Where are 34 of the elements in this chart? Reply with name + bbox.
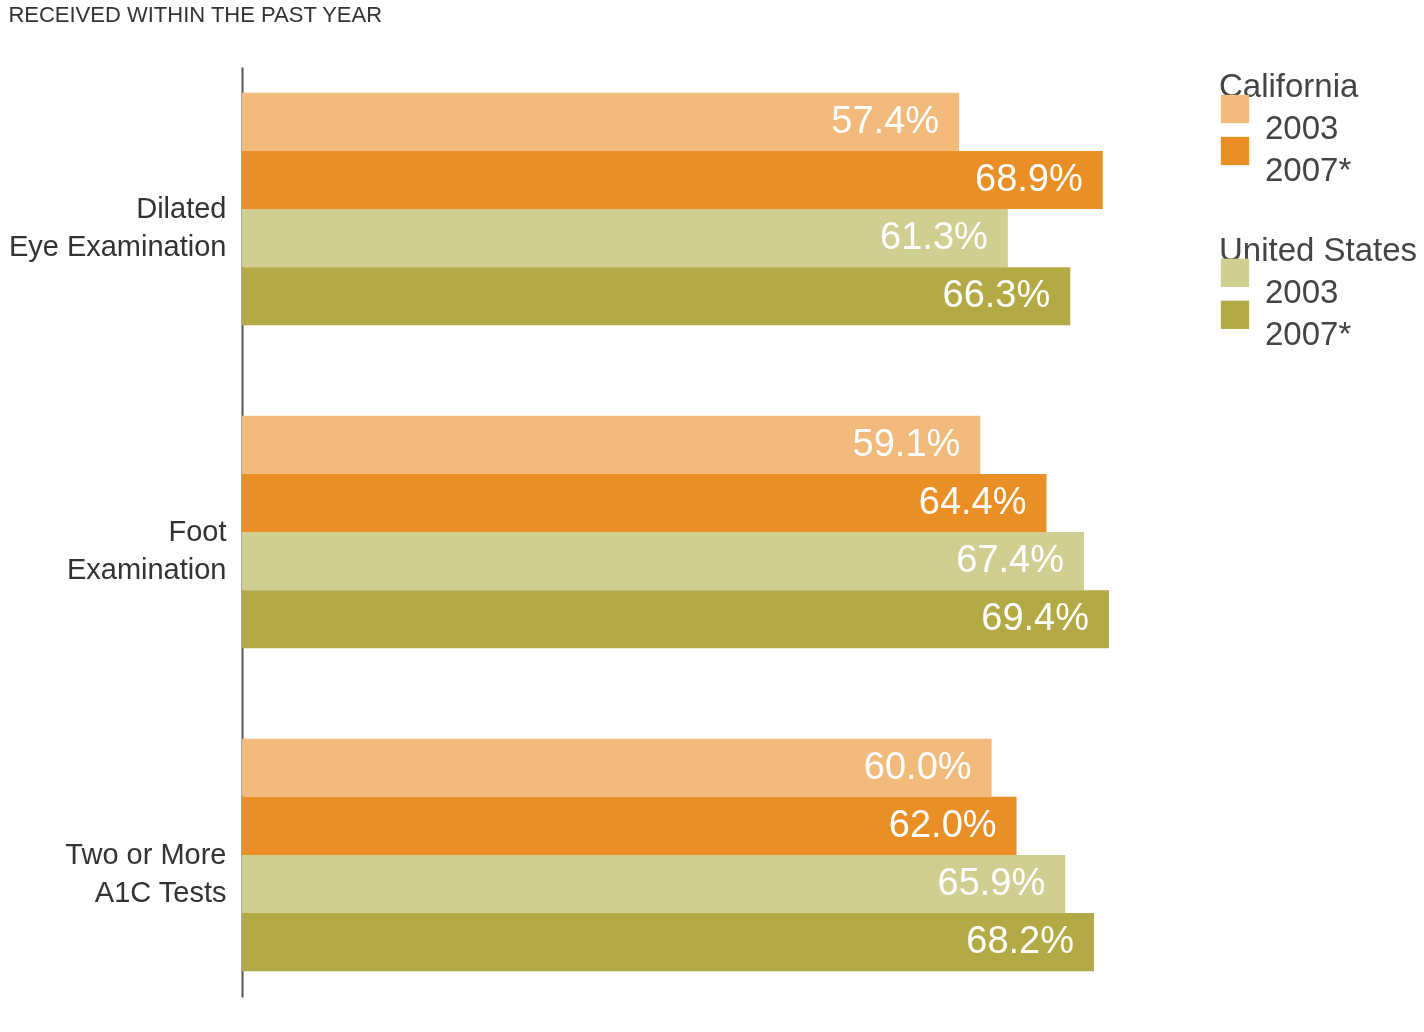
legend-label: 2003	[1265, 272, 1339, 310]
bar	[242, 796, 1017, 855]
text: United States	[1219, 230, 1418, 268]
data-label: 57.4%	[831, 98, 940, 141]
bar	[242, 92, 960, 151]
bar	[242, 209, 1008, 268]
bar	[242, 473, 1047, 532]
legend-label: 2003	[1265, 109, 1339, 146]
data-label: 67.4%	[956, 538, 1065, 581]
text: California	[1219, 67, 1360, 104]
y-tick-label: Dilated Eye Examination	[8, 192, 227, 263]
data-label: 68.2%	[966, 919, 1075, 962]
data-label: 68.9%	[975, 157, 1083, 200]
bar	[242, 532, 1085, 591]
data-label: 69.4%	[981, 596, 1089, 639]
data-label: 61.3%	[880, 215, 988, 258]
bar	[242, 590, 1109, 649]
y-tick-label: Foot Examination	[66, 515, 227, 585]
bar	[242, 738, 992, 797]
bar	[242, 415, 981, 474]
bar	[242, 267, 1071, 326]
legend-label: 2007*	[1265, 314, 1352, 352]
data-label: 65.9%	[937, 860, 1046, 903]
chart-title: RECEIVED WITHIN THE PAST YEAR	[8, 2, 383, 27]
y-tick-label: Two or More A1C Tests	[65, 837, 227, 908]
data-label: 60.0%	[863, 744, 972, 787]
bar	[242, 913, 1095, 972]
legend-label: 2007*	[1265, 151, 1352, 188]
data-label: 64.4%	[918, 479, 1027, 522]
bar	[242, 150, 1103, 210]
data-label: 62.0%	[888, 802, 997, 845]
data-label: 59.1%	[852, 421, 961, 464]
bar	[242, 854, 1066, 914]
data-label: 66.3%	[942, 273, 1051, 316]
